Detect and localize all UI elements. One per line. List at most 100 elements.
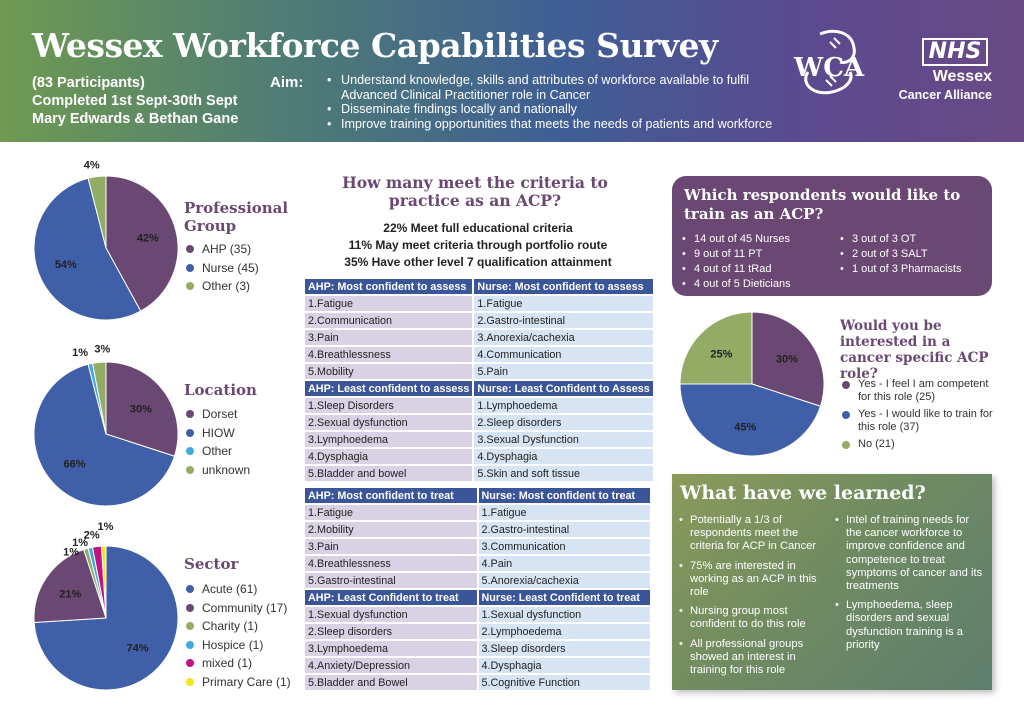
table-cell: 5.Mobility (305, 364, 473, 379)
legend-item: Other (186, 442, 250, 461)
aim-item: Disseminate findings locally and nationa… (325, 102, 795, 117)
wca-logo: WCA (793, 29, 865, 95)
wca-logo-text: WCA (793, 53, 865, 83)
table-header-row: AHP: Least confident to assess Nurse: Lea… (305, 381, 653, 396)
criteria-stat: 11% May meet criteria through portfolio … (348, 238, 608, 252)
legend-label: AHP (35) (202, 242, 252, 257)
survey-meta: (83 Participants) Completed 1st Sept-30t… (32, 74, 238, 128)
nhs-badge: NHS (922, 38, 988, 66)
acp-train-item: 4 out of 11 tRad (680, 262, 791, 277)
slice-label: 4% (84, 160, 100, 172)
table-row: 3.Lymphoedema 3.Sleep disorders (305, 641, 650, 656)
table-row: 1.Sexual dysfunction 1.Sexual dysfunction (305, 607, 650, 622)
table-cell: 3.Communication (478, 539, 650, 554)
legend-swatch (842, 381, 850, 389)
professional-group-legend: AHP (35) Nurse (45) Other (3) (186, 240, 259, 296)
slice-label: 66% (63, 459, 85, 471)
table-row: 4.Dysphagia 4.Dysphagia (305, 449, 653, 464)
legend-swatch (186, 263, 194, 272)
table-cell: 4.Breathlessness (305, 347, 473, 362)
location-title: Location (184, 381, 257, 399)
column-header: Nurse: Least Confident to Assess (474, 381, 653, 396)
table-cell: 2.Communication (305, 313, 473, 328)
participants-count: (83 Participants) (32, 75, 145, 91)
column-header: AHP: Least confident to assess (305, 381, 473, 396)
header-banner: Wessex Workforce Capabilities Survey (83… (0, 0, 1024, 142)
professional-group-title: Professional Group (184, 199, 289, 235)
table-cell: 4.Anxiety/Depression (305, 658, 477, 673)
legend-swatch (186, 428, 194, 437)
slice-label: 30% (776, 354, 798, 366)
legend-label: Charity (1) (202, 619, 259, 634)
table-row: 4.Anxiety/Depression 4.Dysphagia (305, 658, 650, 673)
slice-label: 42% (137, 232, 159, 244)
interest-legend: Yes - I feel I am competent for this rol… (842, 378, 1002, 455)
slice-label: 30% (130, 404, 152, 416)
table-cell: 1.Fatigue (305, 505, 477, 520)
location-legend: Dorset HIOW Other unknown (186, 405, 250, 479)
table-cell: 5.Anorexia/cachexia (478, 573, 650, 588)
column-header: AHP: Most confident to assess (305, 279, 473, 294)
table-cell: 4.Dysphagia (478, 658, 650, 673)
table-cell: 1.Lymphoedema (474, 398, 653, 413)
acp-train-title: Which respondents would like to train as… (684, 186, 961, 223)
legend-swatch (186, 447, 194, 456)
column-header: AHP: Most confident to treat (305, 488, 477, 503)
acp-train-box: Which respondents would like to train as… (672, 176, 992, 296)
criteria-stat: 35% Have other level 7 qualification att… (344, 255, 612, 269)
acp-train-list-1: 14 out of 45 Nurses 9 out of 11 PT 4 out… (680, 232, 791, 292)
legend-swatch (186, 677, 194, 686)
pie-slice (105, 361, 179, 457)
table-cell: 1.Fatigue (305, 296, 473, 311)
table-cell: 3.Pain (305, 539, 477, 554)
acp-train-list-2: 3 out of 3 OT 2 out of 3 SALT 1 out of 3… (838, 232, 961, 277)
legend-label: Nurse (45) (202, 260, 259, 275)
legend-swatch (842, 441, 850, 449)
legend-swatch (186, 585, 194, 594)
legend-swatch (186, 603, 194, 612)
aim-list: Understand knowledge, skills and attribu… (325, 73, 795, 131)
table-header-row: AHP: Least Confident to treat Nurse: Leas… (305, 590, 650, 605)
column-header: AHP: Least Confident to treat (305, 590, 477, 605)
criteria-stat: 22% Meet full educational criteria (383, 221, 573, 235)
acp-train-item: 2 out of 3 SALT (838, 247, 961, 262)
table-row: 2.Sleep disorders 2.Lymphoedema (305, 624, 650, 639)
criteria-stats: 22% Meet full educational criteria 11% M… (318, 220, 638, 271)
table-row: 5.Bladder and bowel 5.Skin and soft tissu… (305, 466, 653, 481)
table-cell: 2.Gastro-intestinal (474, 313, 653, 328)
table-row: 5.Bladder and Bowel 5.Cognitive Function (305, 675, 650, 690)
learned-title: What have we learned? (680, 482, 926, 504)
table-cell: 2.Sleep disorders (305, 624, 477, 639)
table-cell: 5.Bladder and bowel (305, 466, 473, 481)
table-header-row: AHP: Most confident to treat Nurse: Most … (305, 488, 650, 503)
pie-slice (105, 175, 179, 312)
table-cell: 3.Sleep disorders (478, 641, 650, 656)
pie-slice (751, 311, 825, 407)
table-cell: 4.Pain (478, 556, 650, 571)
acp-train-item: 3 out of 3 OT (838, 232, 961, 247)
legend-swatch (186, 640, 194, 649)
legend-swatch (186, 622, 194, 631)
legend-item: Acute (61) (186, 580, 291, 599)
table-cell: 1.Sexual dysfunction (305, 607, 477, 622)
learned-item: Lymphoedema, sleep disorders and sexual … (834, 599, 984, 652)
table-cell: 3.Anorexia/cachexia (474, 330, 653, 345)
table-header-row: AHP: Most confident to assess Nurse: Most… (305, 279, 653, 294)
legend-item: No (21) (842, 438, 1002, 451)
aim-item: Understand knowledge, skills and attribu… (325, 73, 795, 102)
legend-label: Other (3) (202, 279, 251, 294)
table-row: 5.Mobility 5.Pain (305, 364, 653, 379)
legend-label: Yes - I would like to train for this rol… (858, 408, 993, 433)
slice-label: 54% (55, 259, 77, 271)
assess-table: AHP: Most confident to assess Nurse: Most… (303, 277, 655, 483)
table-cell: 4.Communication (474, 347, 653, 362)
legend-item: unknown (186, 461, 250, 480)
acp-train-item: 1 out of 3 Pharmacists (838, 262, 961, 277)
location-pie: 30% 66% 1% 3% (33, 343, 179, 507)
pie-slice (100, 545, 107, 619)
legend-swatch (186, 465, 194, 474)
table-cell: 3.Pain (305, 330, 473, 345)
slice-label: 45% (734, 422, 756, 434)
table-cell: 1.Sleep Disorders (305, 398, 473, 413)
slice-label: 21% (59, 589, 81, 601)
